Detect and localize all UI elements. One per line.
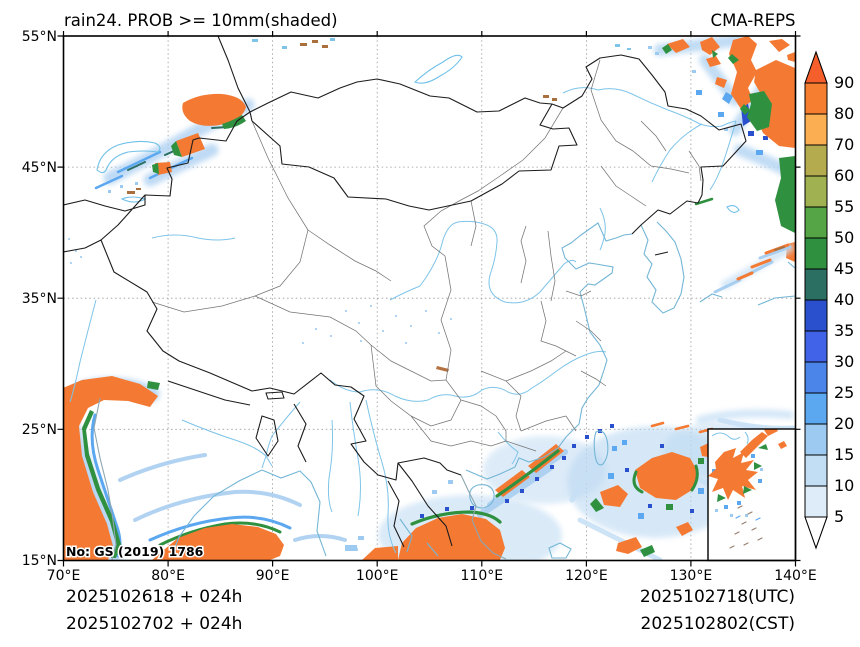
colorbar-segment: [804, 113, 828, 146]
colorbar-segment: [804, 299, 828, 332]
precip-specks: [648, 46, 728, 131]
lon-tick-label: 80°E: [151, 568, 185, 584]
colorbar-tick-label: 5: [834, 507, 844, 526]
colorbar-tick-label: 45: [834, 259, 854, 278]
province-borders: [151, 59, 702, 452]
map-content: [63, 36, 796, 561]
precip-green-arc: [158, 521, 282, 547]
country-borders: [63, 36, 747, 548]
colorbar-tick-label: 60: [834, 166, 854, 185]
colorbar-segment: [804, 144, 828, 177]
lon-tick-label: 70°E: [47, 568, 81, 584]
colorbar-tick-labels: 5 10 15 20 25 30 35 40 45 50 55 60 70 80…: [834, 73, 854, 526]
precip-orange-dashes: [650, 421, 738, 436]
lon-axis-labels: 70°E 80°E 90°E 100°E 110°E 120°E 130°E 1…: [47, 568, 817, 584]
precip-top-brown-specks: [300, 40, 557, 101]
colorbar-segment: [804, 330, 828, 363]
colorbar-segment: [804, 423, 828, 456]
colorbar-tick-label: 90: [834, 73, 854, 92]
precip-darkblue: [736, 59, 768, 140]
valid-time-cst: 2025102802(CST): [641, 614, 795, 634]
coastlines: [170, 221, 796, 559]
colorbar-segment: [804, 268, 828, 301]
colorbar-tick-label: 40: [834, 290, 854, 309]
precip-specks: [108, 182, 138, 194]
colorbar-segment: [804, 237, 828, 270]
colorbar-tick-label: 30: [834, 352, 854, 371]
axis-ticks: [57, 31, 801, 567]
inset-blue-dashes: [735, 515, 761, 521]
precip-green-masses: [662, 44, 795, 233]
lat-tick-label: 35°N: [22, 291, 57, 307]
footer-times: 2025102618 + 024h 2025102702 + 024h 2025…: [66, 587, 795, 634]
colorbar: 5 10 15 20 25 30 35 40 45 50 55 60 70 80…: [804, 50, 854, 550]
coastlines-over-shading: [93, 397, 507, 561]
inset-island-dashes: [729, 505, 763, 549]
colorbar-under-arrow: [804, 516, 828, 550]
colorbar-tick-label: 20: [834, 414, 854, 433]
colorbar-segment: [804, 485, 828, 518]
model-label: CMA-REPS: [711, 11, 796, 30]
colorbar-tick-label: 10: [834, 476, 854, 495]
precip-area-india: [63, 376, 347, 561]
colorbar-tick-label: 55: [834, 197, 854, 216]
precip-brown-specks: [127, 188, 141, 194]
colorbar-segment: [804, 175, 828, 208]
license-badge: No: GS (2019) 1786: [66, 544, 204, 559]
precip-brown-streak: [774, 246, 785, 251]
lon-tick-label: 110°E: [461, 568, 504, 584]
inset-precip-orange: [708, 429, 787, 500]
lat-axis-labels: 55°N 45°N 35°N 25°N 15°N: [22, 29, 57, 569]
lon-tick-label: 120°E: [565, 568, 608, 584]
colorbar-over-arrow: [804, 50, 828, 84]
precip-orange-cores: [362, 444, 564, 560]
colorbar-segment: [804, 361, 828, 394]
precip-green-streak: [694, 197, 714, 206]
precip-area-south-coast: [345, 424, 614, 561]
precip-area-northeast: [648, 36, 796, 262]
precip-orange-cores: [600, 434, 786, 554]
lon-tick-label: 130°E: [670, 568, 713, 584]
valid-time-utc: 2025102718(UTC): [640, 587, 795, 607]
precip-midblue: [696, 90, 763, 155]
colorbar-segment: [804, 454, 828, 487]
inset-precip-green: [717, 444, 768, 502]
precip-green-dot: [147, 381, 160, 390]
colorbar-segment: [804, 392, 828, 425]
lat-tick-label: 15°N: [22, 553, 57, 569]
precip-green-rings: [632, 464, 699, 494]
inset-rivers: [711, 431, 749, 445]
colorbar-tick-label: 50: [834, 228, 854, 247]
colorbar-segment: [804, 206, 828, 239]
init-time-utc: 2025102618 + 024h: [66, 587, 242, 607]
gridlines: [63, 36, 796, 561]
colorbar-tick-label: 35: [834, 321, 854, 340]
init-time-cst: 2025102702 + 024h: [66, 614, 242, 634]
lat-tick-label: 45°N: [22, 160, 57, 176]
precip-center-dash: [436, 366, 449, 372]
lon-tick-label: 100°E: [356, 568, 399, 584]
figure-title: rain24. PROB >= 10mm(shaded): [64, 11, 338, 30]
lat-tick-label: 25°N: [22, 422, 57, 438]
colorbar-tick-label: 80: [834, 104, 854, 123]
lon-tick-label: 90°E: [256, 568, 290, 584]
precip-light-arcs: [118, 453, 347, 542]
lat-tick-label: 55°N: [22, 29, 57, 45]
precip-orange-cores: [155, 93, 246, 175]
precip-green-fringe: [82, 410, 121, 558]
colorbar-tick-label: 70: [834, 135, 854, 154]
colorbar-tick-label: 25: [834, 383, 854, 402]
rivers: [69, 87, 737, 554]
precip-green-fringe: [410, 449, 560, 526]
lon-tick-label: 140°E: [774, 568, 817, 584]
south-china-sea-inset: [707, 428, 797, 562]
precip-orange-bands: [63, 376, 284, 560]
colorbar-tick-label: 15: [834, 445, 854, 464]
colorbar-segment: [804, 82, 828, 115]
